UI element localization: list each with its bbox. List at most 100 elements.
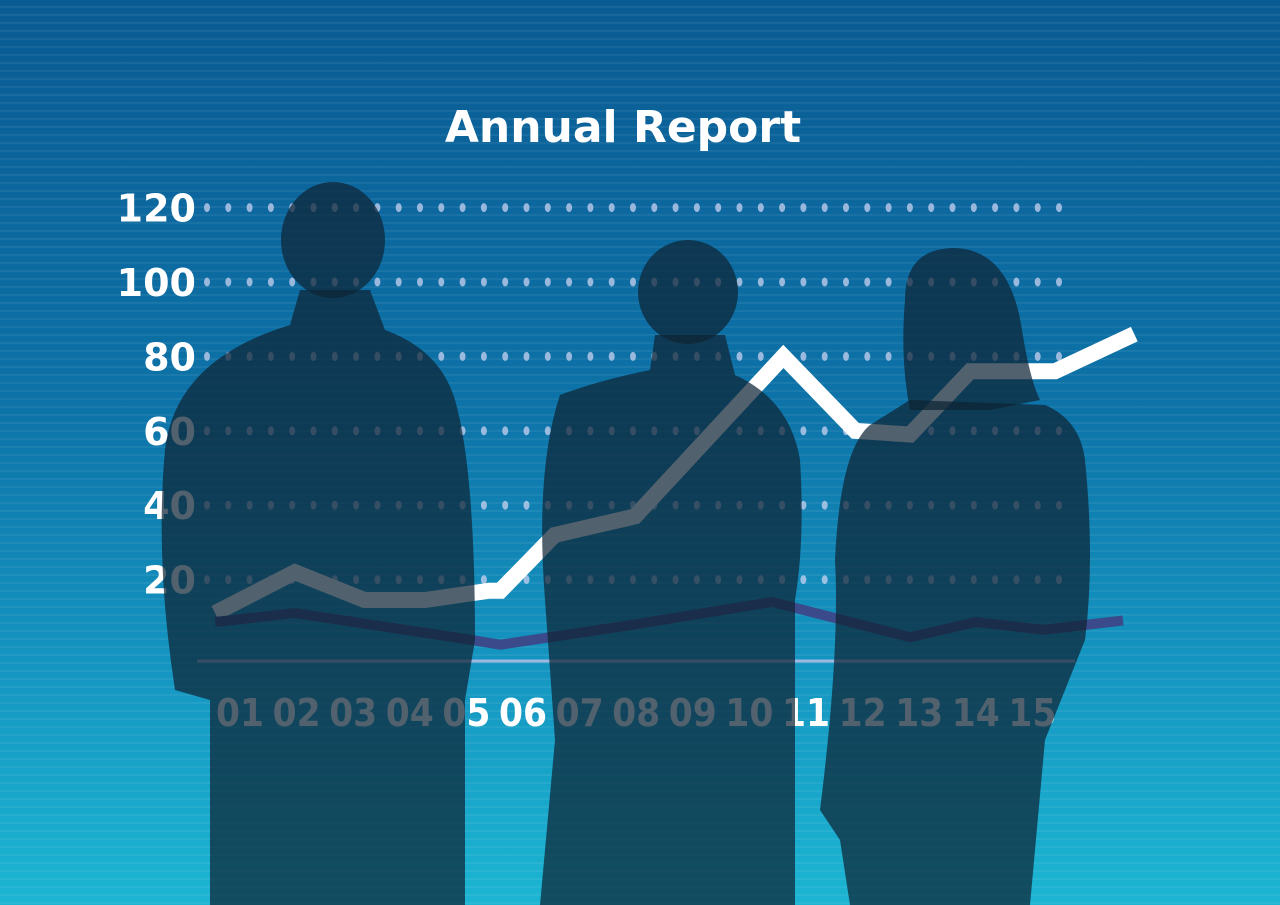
grid-dot bbox=[1013, 277, 1020, 287]
grid-dot bbox=[757, 203, 764, 213]
grid-dot bbox=[267, 277, 274, 287]
person-3-head bbox=[903, 248, 1040, 410]
chart-title: Annual Report bbox=[444, 102, 802, 153]
grid-dot bbox=[715, 203, 722, 213]
grid-dot bbox=[800, 203, 807, 213]
grid-dot bbox=[693, 203, 700, 213]
grid-dot bbox=[800, 575, 807, 585]
grid-dot bbox=[821, 203, 828, 213]
grid-dot bbox=[779, 277, 786, 287]
grid-dot bbox=[438, 203, 445, 213]
grid-dot bbox=[544, 277, 551, 287]
grid-dot bbox=[1034, 277, 1041, 287]
grid-dot bbox=[204, 203, 210, 213]
grid-dot bbox=[204, 351, 210, 361]
grid-dot bbox=[651, 203, 658, 213]
person-3-body bbox=[820, 400, 1090, 905]
grid-dot bbox=[417, 277, 423, 287]
grid-dot bbox=[736, 203, 743, 213]
grid-dot bbox=[374, 277, 381, 287]
grid-dot bbox=[672, 203, 679, 213]
grid-dot bbox=[395, 203, 402, 213]
person-2-body bbox=[540, 335, 802, 905]
grid-dot bbox=[1056, 351, 1062, 361]
grid-dot bbox=[821, 575, 828, 585]
grid-dot bbox=[608, 351, 615, 361]
grid-dot bbox=[480, 575, 487, 585]
grid-dot bbox=[630, 203, 636, 213]
grid-dot bbox=[523, 426, 530, 436]
grid-dot bbox=[906, 203, 913, 213]
y-tick-label: 80 bbox=[143, 335, 196, 379]
grid-dot bbox=[800, 426, 807, 436]
grid-dot bbox=[864, 351, 871, 361]
grid-dot bbox=[502, 277, 509, 287]
grid-dot bbox=[736, 351, 743, 361]
grid-dot bbox=[523, 203, 530, 213]
grid-dot bbox=[566, 203, 573, 213]
grid-dot bbox=[587, 203, 594, 213]
grid-dot bbox=[970, 203, 977, 213]
silhouettes bbox=[161, 182, 1090, 905]
person-1-body bbox=[161, 290, 475, 905]
grid-dot bbox=[566, 277, 573, 287]
grid-dot bbox=[587, 351, 594, 361]
grid-dot bbox=[225, 203, 232, 213]
grid-dot bbox=[544, 351, 551, 361]
grid-dot bbox=[608, 277, 615, 287]
grid-dot bbox=[864, 277, 871, 287]
grid-dot bbox=[757, 351, 764, 361]
grid-dot bbox=[480, 500, 487, 510]
y-tick-label: 100 bbox=[117, 261, 196, 305]
grid-dot bbox=[523, 500, 530, 510]
person-1-head bbox=[281, 182, 385, 298]
grid-dot bbox=[204, 277, 210, 287]
grid-dot bbox=[608, 203, 615, 213]
grid-dot bbox=[480, 203, 487, 213]
grid-dot bbox=[267, 203, 274, 213]
grid-dot bbox=[480, 277, 487, 287]
grid-dot bbox=[395, 277, 402, 287]
grid-dot bbox=[736, 277, 743, 287]
grid-dot bbox=[885, 277, 892, 287]
grid-dot bbox=[566, 351, 573, 361]
grid-dot bbox=[864, 203, 871, 213]
grid-dot bbox=[843, 203, 849, 213]
grid-dot bbox=[800, 277, 807, 287]
grid-dot bbox=[1034, 351, 1041, 361]
grid-dot bbox=[630, 351, 636, 361]
grid-dot bbox=[587, 277, 594, 287]
grid-dot bbox=[885, 351, 892, 361]
grid-dot bbox=[480, 426, 487, 436]
grid-dot bbox=[1056, 277, 1062, 287]
grid-dot bbox=[502, 203, 509, 213]
person-2-head bbox=[638, 240, 738, 344]
grid-dot bbox=[523, 277, 530, 287]
grid-dot bbox=[502, 426, 509, 436]
grid-dot bbox=[821, 500, 828, 510]
grid-dot bbox=[246, 277, 253, 287]
grid-dot bbox=[949, 203, 956, 213]
grid-dot bbox=[821, 277, 828, 287]
grid-dot bbox=[502, 500, 509, 510]
grid-dot bbox=[885, 203, 892, 213]
grid-dot bbox=[757, 277, 764, 287]
grid-dot bbox=[523, 575, 530, 585]
grid-dot bbox=[502, 351, 509, 361]
grid-dot bbox=[246, 203, 253, 213]
grid-dot bbox=[779, 203, 786, 213]
grid-dot bbox=[928, 203, 935, 213]
grid-dot bbox=[821, 426, 828, 436]
x-tick-label: 06 bbox=[499, 691, 547, 735]
grid-dot bbox=[523, 351, 530, 361]
grid-dot bbox=[225, 277, 232, 287]
grid-dot bbox=[438, 277, 445, 287]
grid-dot bbox=[480, 351, 487, 361]
grid-dot bbox=[992, 203, 999, 213]
grid-dot bbox=[1013, 203, 1020, 213]
grid-dot bbox=[1056, 203, 1062, 213]
grid-dot bbox=[459, 351, 466, 361]
grid-dot bbox=[417, 203, 423, 213]
grid-dot bbox=[544, 426, 551, 436]
